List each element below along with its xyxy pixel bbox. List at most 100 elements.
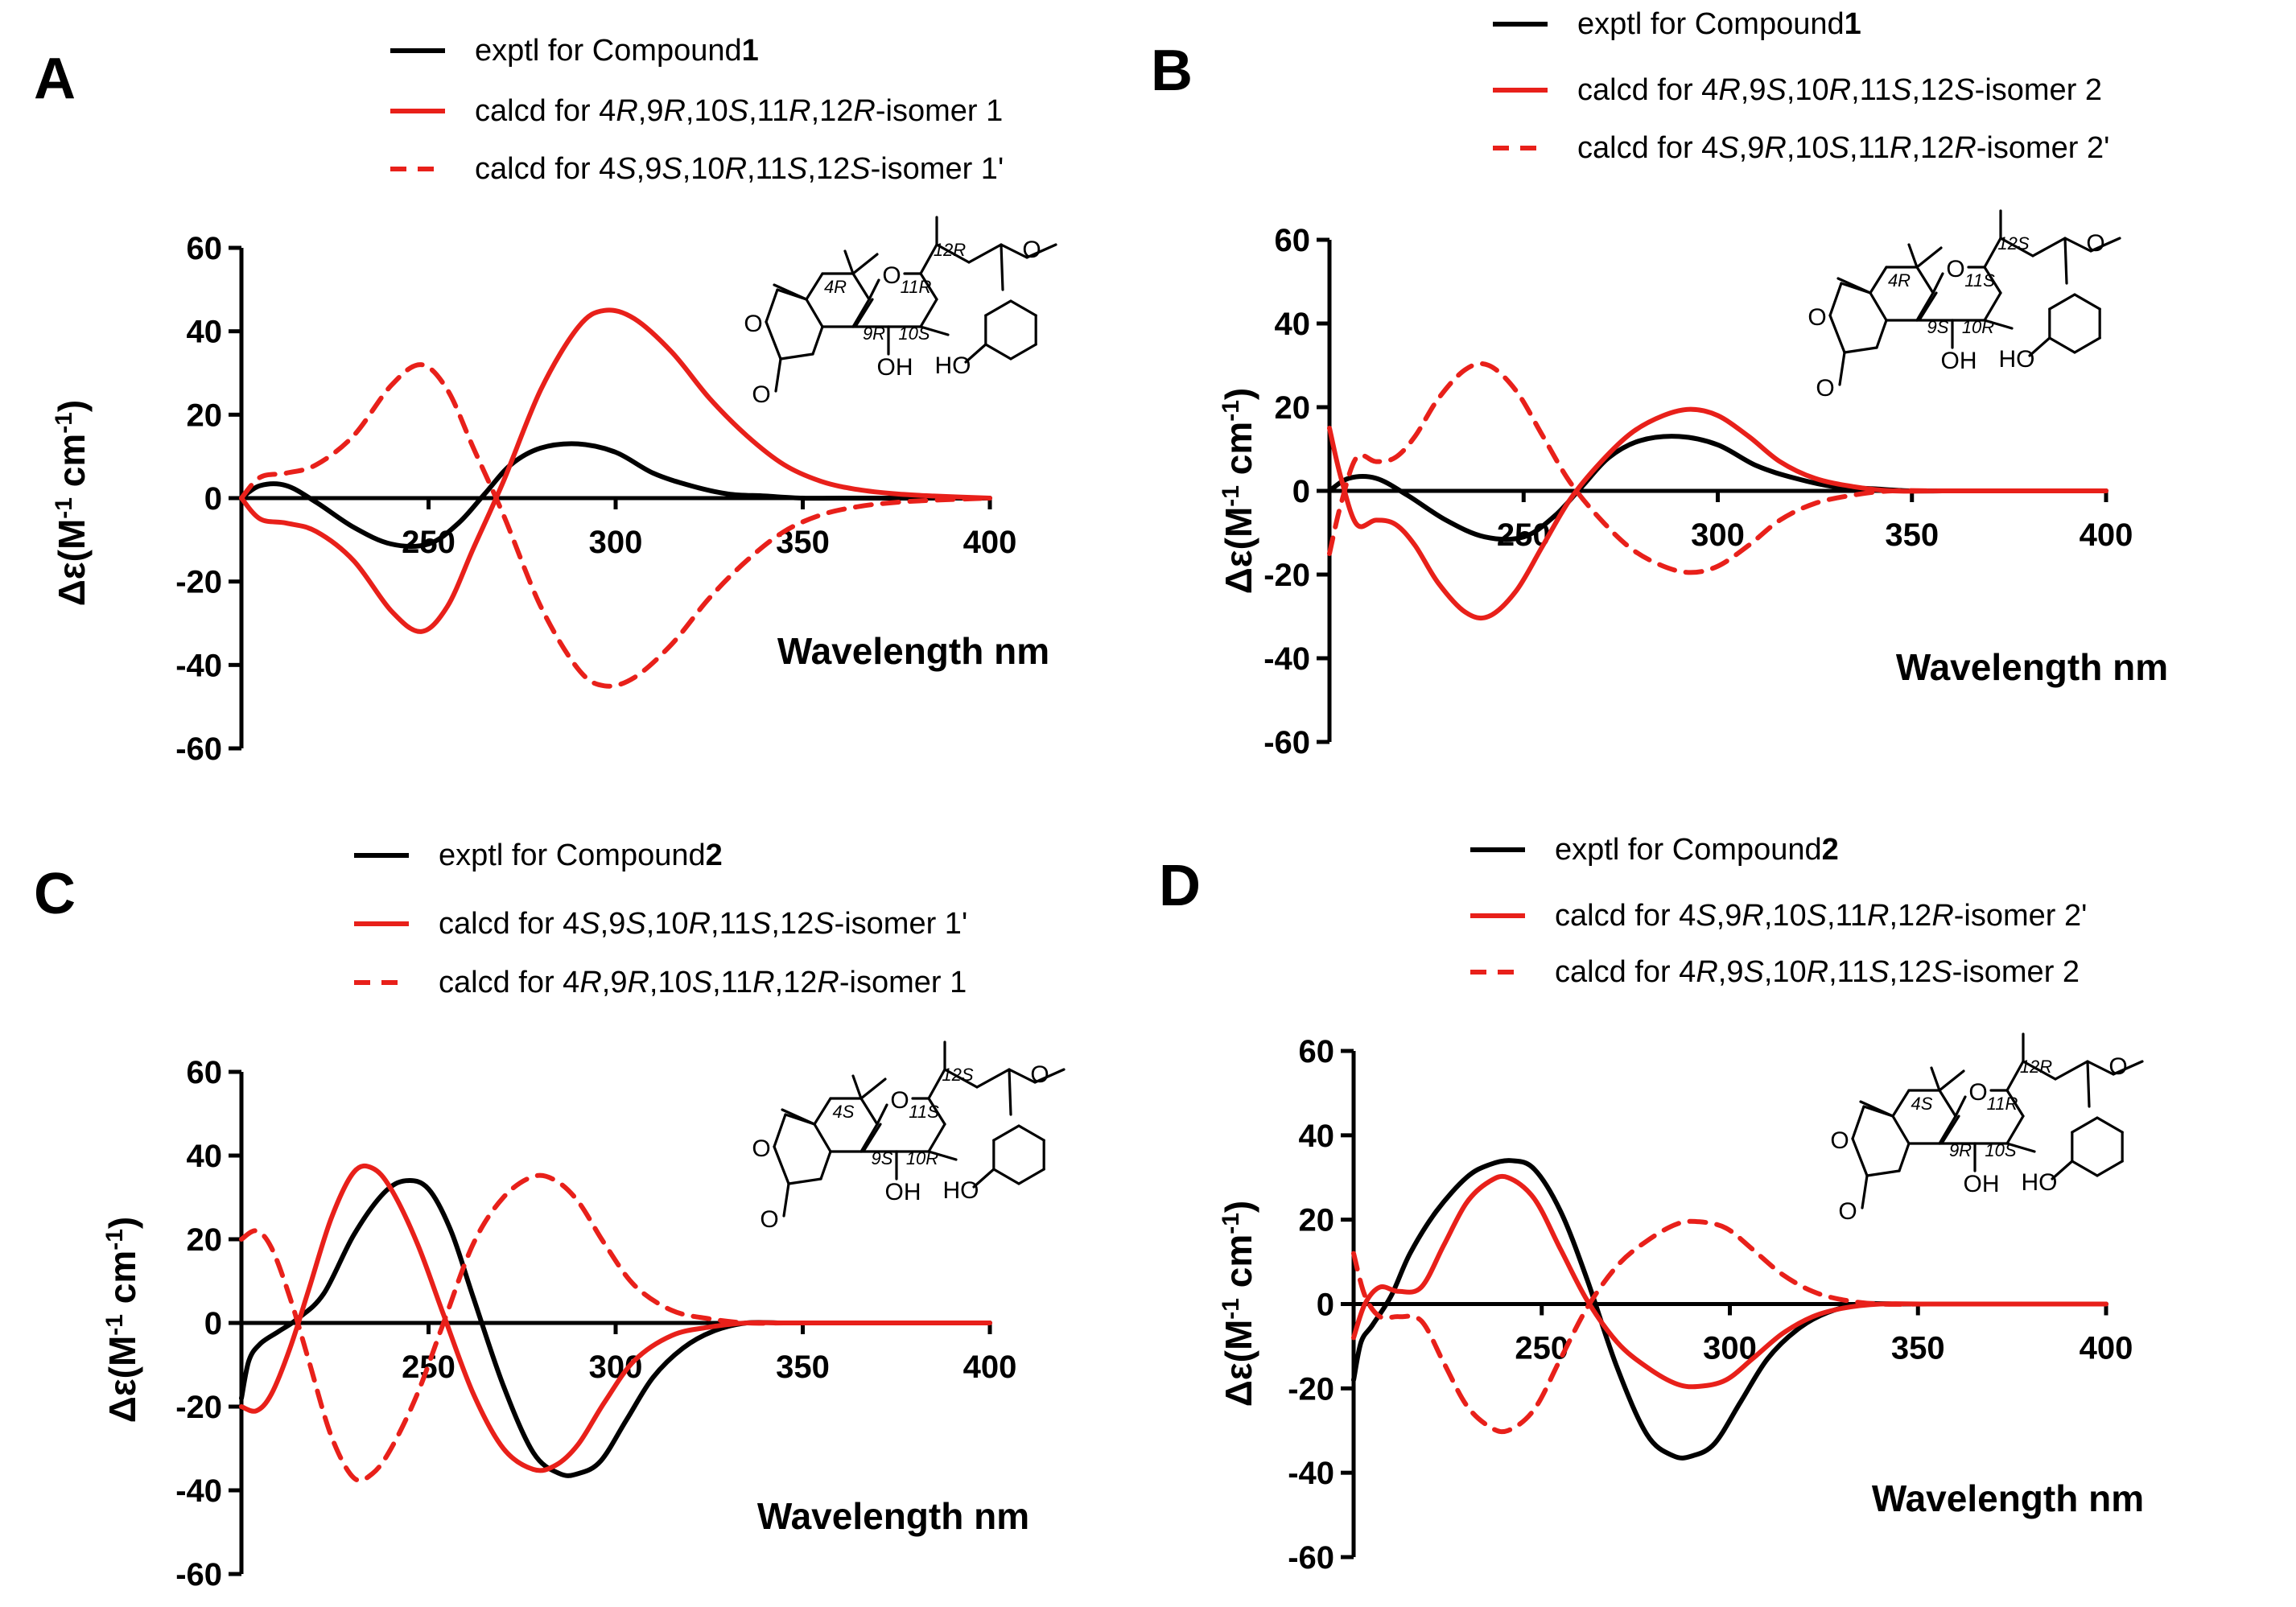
y-tick-label: -60 [1288,1540,1334,1576]
bond-line [1983,266,2002,295]
series-line-calcd-dashed [239,1172,992,1483]
y-tick-label: 60 [187,231,223,266]
panel-label: A [34,47,76,111]
series-line-calcd-solid [1327,406,2108,621]
bond-line [2086,1060,2115,1076]
stereo-label-12S: 12S [942,1065,973,1085]
legend-entry: exptl for Compound1 [475,34,759,68]
panel-label: C [34,862,76,926]
y-tick-label: 20 [187,398,223,433]
bond-line [1843,346,1878,354]
bond-line [1008,1068,1037,1084]
bond-line [1828,282,1843,317]
phenyl-bond-line [2071,1116,2099,1134]
bond-line [813,1123,832,1153]
stereo-label-11R: 11R [1987,1094,2018,1114]
x-axis-title: Wavelength nm [1896,646,2168,688]
bond-line [851,1074,863,1100]
bond-line [943,1068,979,1089]
hydroxyl-label: OH [877,354,913,381]
legend-entry: calcd for 4R,9R,10S,11R,12R-isomer 1 [439,966,967,999]
methoxy-oxygen-label: O [2108,1053,2127,1080]
carbonyl-oxygen-label: O [760,1206,778,1233]
bond-line [2028,336,2051,357]
lactone-oxygen-label: O [1808,304,1826,331]
y-tick-label: 0 [204,481,222,517]
x-tick-label: 400 [963,525,1017,560]
bond-line [774,357,782,393]
bond-line [1838,351,1846,386]
series-line-calcd-solid [1351,1173,2108,1390]
bond-line [1851,1137,1869,1177]
y-tick-label: -20 [175,1390,222,1425]
bond-line [1828,314,1846,354]
bond-line [2005,1089,2025,1118]
bond-line [1938,1089,1957,1118]
y-tick-label: -40 [1288,1456,1334,1491]
phenyl-bond-line [1009,343,1037,361]
bond-line [2063,237,2068,285]
bond-line [787,1177,822,1185]
bond-line [2005,1115,2025,1145]
bond-line [967,243,1003,264]
phenyl-bond-line [984,299,1012,317]
phenyl-bond-line [1017,1168,1045,1185]
series-line-calcd-dashed [1351,1218,2108,1435]
stereo-label-9R: 9R [863,323,885,344]
bond-line [1869,291,1888,322]
bond-line [1999,237,2034,258]
bond-line [964,343,987,364]
y-tick-label: 40 [1275,307,1311,342]
bond-line [919,272,938,301]
bond-line [773,283,808,301]
y-axis-title: Δε(M-1 cm-1) [51,400,93,607]
series-line-exptl [239,441,992,549]
bond-line [1931,272,1944,295]
bond-line [1983,291,2002,322]
legend-entry: calcd for 4S,9R,10S,11R,12R-isomer 2' [1555,899,2087,933]
bond-line [1875,319,1888,349]
bond-line [765,320,782,361]
bond-line [811,325,824,356]
bond-line [1938,1069,1965,1092]
y-axis-title: Δε(M-1 cm-1) [1218,388,1260,595]
bond-line [1033,1068,1066,1084]
bond-line [843,249,855,275]
y-tick-label: -40 [1263,641,1310,677]
x-axis-title: Wavelength nm [777,630,1049,672]
double-bond-line [1941,1115,1960,1143]
y-tick-label: 0 [1317,1288,1334,1323]
bond-line [2005,1060,2025,1092]
stereo-label-4S: 4S [833,1102,855,1122]
x-tick-label: 250 [1515,1331,1568,1366]
y-tick-label: -20 [1288,1371,1334,1407]
phenyl-bond-line [984,343,1012,361]
bond-line [1983,319,2014,330]
series-line-calcd-dashed [1327,361,2108,575]
bond-line [1915,266,1935,295]
stereo-label-11R: 11R [901,277,932,297]
bond-line [805,298,824,328]
x-tick-label: 350 [1891,1331,1945,1366]
bond-line [919,298,938,328]
bond-line [2089,237,2121,253]
legend-entry: calcd for 4R,9S,10R,11S,12S-isomer 2 [1577,73,2102,107]
x-tick-label: 300 [1691,517,1745,553]
bond-line [2086,1060,2091,1108]
bond-line [2063,237,2092,253]
phenyl-bond-line [2048,293,2076,311]
phenyl-bond-line [992,1124,1020,1142]
bond-line [1930,1066,1941,1092]
lactone-oxygen-label: O [1830,1127,1849,1154]
methoxy-oxygen-label: O [1030,1061,1049,1088]
y-axis-title: Δε(M-1 cm-1) [1218,1201,1260,1407]
bond-line [1891,1115,1911,1145]
bond-line [1861,1174,1869,1209]
bond-line [773,1145,790,1185]
bond-line [2022,1060,2057,1081]
y-tick-label: 60 [1275,223,1311,258]
bond-line [975,1068,1011,1089]
